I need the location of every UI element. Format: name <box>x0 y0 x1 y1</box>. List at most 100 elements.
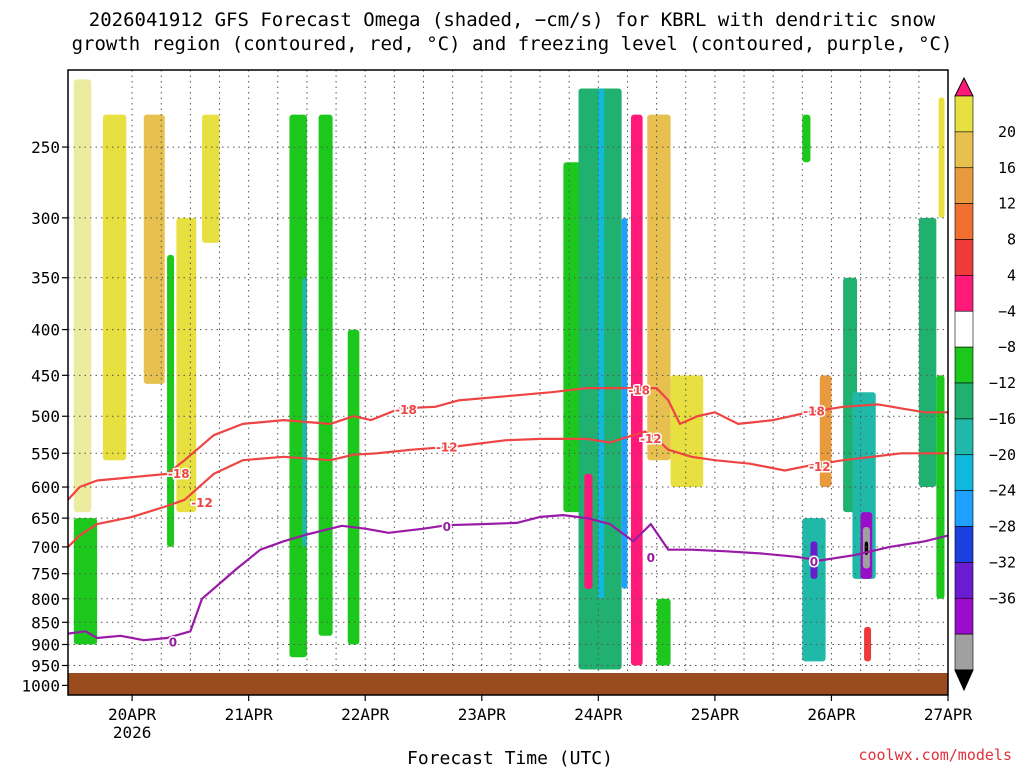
colorbar-label-13: −36 <box>989 589 1016 607</box>
x-tick-label-22APR: 22APR <box>341 705 390 724</box>
colorbar-label-4: 4 <box>1007 266 1016 284</box>
x-tick-label-27APR: 27APR <box>924 705 973 724</box>
colorbar-label-6: −8 <box>998 338 1016 356</box>
omega-area-13 <box>584 473 593 589</box>
colorbar-label-8: −16 <box>989 410 1016 428</box>
credit-text: coolwx.com/models <box>858 746 1012 764</box>
colorbar-swatch-16 <box>954 633 974 671</box>
x-tick-label-20APR: 20APR <box>108 705 157 724</box>
colorbar-label-10: −24 <box>989 482 1016 500</box>
colorbar-label-11: −28 <box>989 518 1016 536</box>
colorbar-swatch-6 <box>954 275 974 312</box>
contour-layer: -18 -18 -18 -18 -12 -12 -12 -12 0 0 0 0 <box>67 382 949 651</box>
y-tick-label-800: 800 <box>31 590 60 609</box>
freezing-level-0c-line <box>67 514 949 642</box>
colorbar-swatch-2 <box>954 131 974 169</box>
y-tick-label-550: 550 <box>31 444 60 463</box>
colorbar-swatch-11 <box>954 454 974 491</box>
freezing-level-0c-label-1: 0 <box>443 520 451 534</box>
colorbar-swatch-1 <box>954 95 974 133</box>
chart-title-line2: growth region (contoured, red, °C) and f… <box>72 33 953 55</box>
colorbar-label-0: 20 <box>998 123 1016 141</box>
y-tick-label-400: 400 <box>31 321 60 340</box>
colorbar-swatch-10 <box>954 418 974 456</box>
dendritic-minus12-label-3: -12 <box>809 460 831 474</box>
freezing-level-0c-label-3: 0 <box>810 555 818 569</box>
omega-area-30 <box>864 626 872 662</box>
colorbar-label-12: −32 <box>989 553 1016 571</box>
plot-frame <box>67 69 949 696</box>
x-tick-label-21APR: 21APR <box>225 705 274 724</box>
y-tick-label-450: 450 <box>31 366 60 385</box>
y-tick-label-250: 250 <box>31 138 60 157</box>
omega-area-32 <box>938 97 945 218</box>
omega-area-18 <box>670 375 704 488</box>
y-tick-label-700: 700 <box>31 538 60 557</box>
omega-area-15 <box>630 114 643 666</box>
colorbar-label-3: 8 <box>1007 231 1016 249</box>
freezing-level-0c-label-0: 0 <box>169 635 177 649</box>
colorbar-swatch-5 <box>954 239 974 276</box>
chart-title-line1: 2026041912 GFS Forecast Omega (shaded, −… <box>89 9 936 31</box>
colorbar-over-arrow <box>954 76 974 97</box>
omega-area-16 <box>621 217 628 589</box>
y-tick-label-750: 750 <box>31 565 60 584</box>
omega-area-24 <box>802 518 826 662</box>
y-tick-label-500: 500 <box>31 407 60 426</box>
dendritic-minus12-label-1: -12 <box>436 441 458 455</box>
dendritic-minus18-label-3: -18 <box>803 405 825 419</box>
dendritic-minus12-line <box>67 430 948 548</box>
y-tick-label-650: 650 <box>31 509 60 528</box>
omega-area-3 <box>176 217 197 513</box>
plot-area: -18 -18 -18 -18 -12 -12 -12 -12 0 0 0 0 <box>67 69 949 696</box>
y-tick-label-350: 350 <box>31 269 60 288</box>
omega-area-1 <box>102 114 127 461</box>
x-tick-label-26APR: 26APR <box>807 705 856 724</box>
omega-area-17 <box>647 114 671 461</box>
omega-area-19 <box>656 598 671 666</box>
dendritic-minus12-label-2: -12 <box>640 432 662 446</box>
y-tick-label-600: 600 <box>31 478 60 497</box>
x-tick-label-24APR: 24APR <box>574 705 623 724</box>
colorbar-swatch-13 <box>954 526 974 563</box>
omega-area-31 <box>936 375 945 599</box>
x-tick-label-23APR: 23APR <box>458 705 507 724</box>
colorbar-swatch-8 <box>954 346 974 384</box>
colorbar-swatch-7 <box>954 310 974 348</box>
omega-area-21 <box>918 217 937 488</box>
dendritic-minus18-label-1: -18 <box>395 403 417 417</box>
omega-area-10 <box>347 329 360 645</box>
colorbar-label-2: 12 <box>998 195 1016 213</box>
omega-area-2 <box>143 114 165 384</box>
omega-area-20 <box>802 114 811 163</box>
omega-area-9 <box>318 114 333 636</box>
colorbar-legend: 20 16 12 8 4 −4 −8 −12 −16 −20 −24 −28 −32 −36 <box>954 76 1016 692</box>
omega-area-8 <box>302 277 307 547</box>
x-axis-label: Forecast Time (UTC) <box>407 748 613 768</box>
y-tick-label-950: 950 <box>31 656 60 675</box>
colorbar-swatch-3 <box>954 167 974 204</box>
x-tick-sublabel-20APR: 2026 <box>113 723 152 742</box>
dendritic-minus18-label-2: -18 <box>628 384 650 398</box>
dendritic-minus12-label-0: -12 <box>191 496 213 510</box>
omega-area-5 <box>73 518 98 645</box>
omega-area-11 <box>563 162 581 513</box>
colorbar-swatch-12 <box>954 490 974 527</box>
y-tick-label-900: 900 <box>31 635 60 654</box>
colorbar-swatch-9 <box>954 382 974 420</box>
y-tick-label-1000: 1000 <box>21 676 60 695</box>
colorbar-label-9: −20 <box>989 446 1016 464</box>
colorbar-swatch-4 <box>954 203 974 240</box>
freezing-level-0c-label-2: 0 <box>647 551 655 565</box>
surface-ground <box>68 673 948 695</box>
colorbar-label-1: 16 <box>998 159 1016 177</box>
y-tick-label-300: 300 <box>31 209 60 228</box>
dendritic-minus18-line <box>67 387 948 501</box>
colorbar-under-arrow <box>954 669 974 692</box>
omega-area-4 <box>202 114 220 243</box>
y-axis: 250 300 350 400 450 500 550 600 650 700 750 800 850 9… <box>21 138 68 695</box>
colorbar-label-7: −12 <box>989 374 1016 392</box>
omega-area-14 <box>598 88 605 599</box>
